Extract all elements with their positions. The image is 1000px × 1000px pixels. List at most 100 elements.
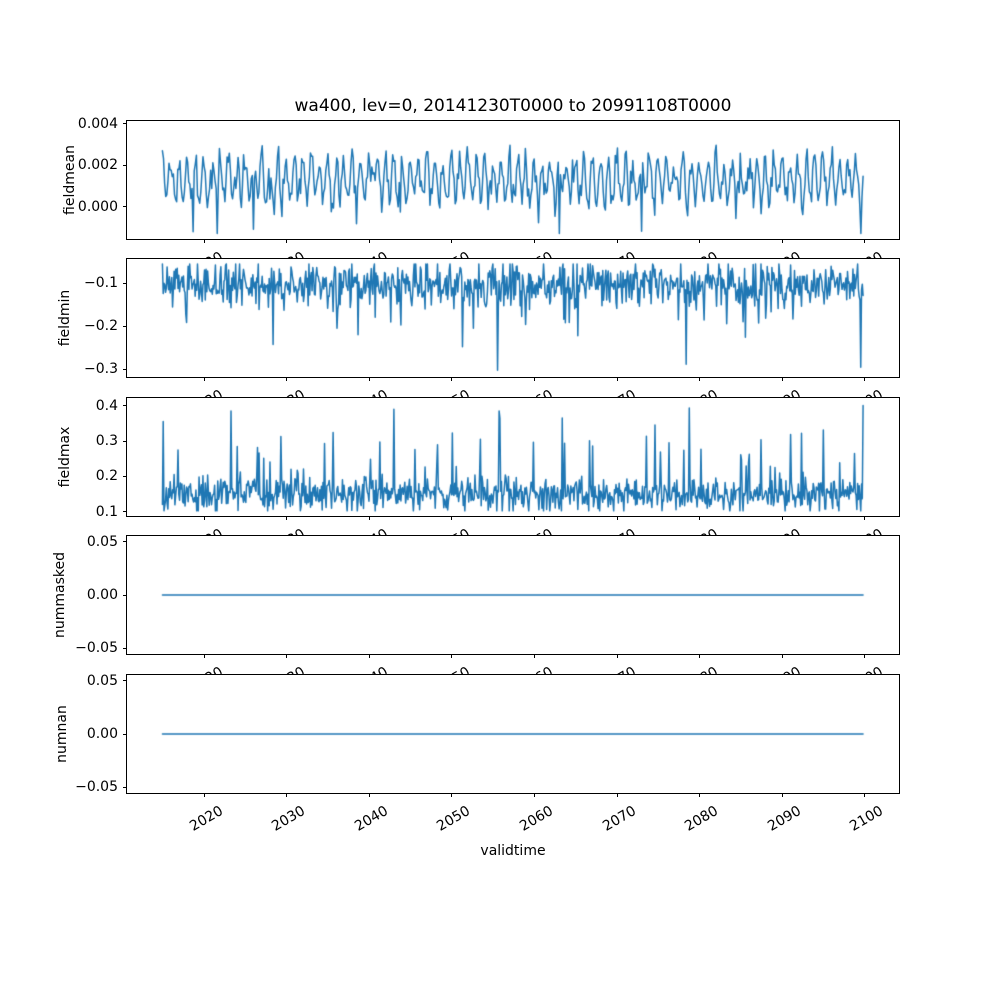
x-tick-mark (451, 377, 453, 381)
y-tick-mark (123, 475, 127, 477)
fieldmin-line-canvas (127, 259, 899, 377)
y-tick-mark (123, 647, 127, 649)
x-tick-label: 2050 (434, 803, 474, 835)
x-tick-label: 2090 (764, 803, 804, 835)
x-tick-mark (203, 516, 205, 520)
x-tick-label: 2060 (517, 803, 557, 835)
fieldmax-line-canvas (127, 398, 899, 516)
x-tick-mark (286, 793, 288, 797)
y-tick-mark (123, 440, 127, 442)
x-tick-mark (781, 377, 783, 381)
y-tick-mark (123, 786, 127, 788)
x-tick-mark (616, 516, 618, 520)
y-tick-label: 0.00 (86, 587, 118, 603)
x-tick-mark (368, 654, 370, 658)
x-tick-mark (451, 239, 453, 243)
y-tick-label: 0.000 (77, 198, 118, 215)
x-tick-mark (203, 793, 205, 797)
x-tick-mark (534, 377, 536, 381)
x-tick-mark (616, 654, 618, 658)
x-tick-label: 2070 (599, 803, 639, 835)
y-tick-mark (123, 164, 127, 166)
figure-title: wa400, lev=0, 20141230T0000 to 20991108T… (294, 96, 732, 116)
y-tick-label: 0.002 (77, 157, 118, 174)
x-tick-mark (781, 239, 783, 243)
x-tick-mark (368, 377, 370, 381)
x-tick-mark (534, 239, 536, 243)
y-tick-label: −0.05 (75, 640, 118, 657)
x-tick-mark (451, 654, 453, 658)
x-tick-mark (534, 516, 536, 520)
x-tick-label: 2030 (269, 803, 309, 835)
x-tick-label: 2040 (352, 803, 391, 835)
y-tick-mark (123, 511, 127, 513)
y-tick-mark (123, 594, 127, 596)
y-tick-mark (123, 325, 127, 327)
fieldmean-line-canvas (127, 121, 899, 239)
y-tick-label: 0.05 (86, 672, 118, 689)
nummasked-ylabel: nummasked (52, 551, 68, 639)
x-tick-mark (368, 239, 370, 243)
subplot-numnan: numnan 0.05 0.00 −0.05 2020 2030 2040 2050 2060… (54, 673, 900, 835)
subplot-fieldmax: fieldmax 0.10.20.30.42020203020402050206… (57, 397, 900, 558)
x-tick-label: 2020 (186, 803, 226, 835)
y-tick-label: 0.004 (77, 115, 118, 132)
x-tick-mark (616, 239, 618, 243)
numnan-line-canvas (127, 675, 899, 793)
x-tick-mark (699, 377, 701, 381)
y-tick-mark (123, 282, 127, 284)
x-tick-mark (286, 377, 288, 381)
y-tick-label: −0.05 (75, 779, 118, 796)
x-tick-mark (286, 654, 288, 658)
y-tick-label: −0.2 (84, 318, 118, 335)
x-tick-mark (203, 377, 205, 381)
y-tick-label: 0.00 (86, 726, 118, 742)
fieldmean-ylabel: fieldmean (62, 145, 78, 215)
y-tick-mark (123, 123, 127, 125)
fieldmin-ylabel: fieldmin (57, 289, 73, 347)
subplot-fieldmean: fieldmean 0.0000.0020.004202020302040205… (62, 116, 900, 281)
x-tick-mark (781, 654, 783, 658)
x-tick-mark (203, 239, 205, 243)
x-tick-mark (781, 516, 783, 520)
x-tick-mark (699, 793, 701, 797)
x-tick-mark (451, 516, 453, 520)
x-tick-mark (864, 377, 866, 381)
y-tick-label: 0.05 (86, 533, 118, 550)
y-tick-mark (123, 405, 127, 407)
x-tick-mark (781, 793, 783, 797)
subplot-nummasked: nummasked 0.050.00−0.0520202030204020502… (52, 534, 900, 696)
x-tick-mark (203, 654, 205, 658)
x-tick-mark (699, 239, 701, 243)
x-tick-mark (864, 654, 866, 658)
x-tick-mark (699, 516, 701, 520)
y-tick-label: −0.3 (84, 361, 118, 378)
x-tick-mark (368, 793, 370, 797)
x-tick-label: 2100 (847, 803, 887, 835)
x-tick-mark (534, 654, 536, 658)
y-tick-mark (123, 368, 127, 370)
x-tick-mark (864, 516, 866, 520)
x-tick-mark (286, 239, 288, 243)
x-tick-label: 2080 (682, 803, 722, 835)
x-tick-mark (451, 793, 453, 797)
subplot-fieldmin: fieldmin −0.1−0.2−0.32020203020402050206… (57, 258, 900, 419)
y-tick-label: 0.2 (95, 468, 118, 485)
y-tick-mark (123, 541, 127, 543)
y-tick-mark (123, 206, 127, 208)
nummasked-line-canvas (127, 536, 899, 654)
x-tick-mark (286, 516, 288, 520)
x-tick-mark (368, 516, 370, 520)
y-tick-mark (123, 680, 127, 682)
y-tick-mark (123, 733, 127, 735)
y-tick-label: 0.4 (95, 397, 118, 414)
x-axis-label: validtime (480, 843, 546, 859)
x-tick-mark (864, 793, 866, 797)
x-tick-mark (616, 793, 618, 797)
y-tick-label: −0.1 (84, 275, 118, 292)
x-tick-mark (864, 239, 866, 243)
fieldmax-ylabel: fieldmax (57, 426, 73, 488)
numnan-ylabel: numnan (54, 705, 70, 763)
x-tick-mark (699, 654, 701, 658)
